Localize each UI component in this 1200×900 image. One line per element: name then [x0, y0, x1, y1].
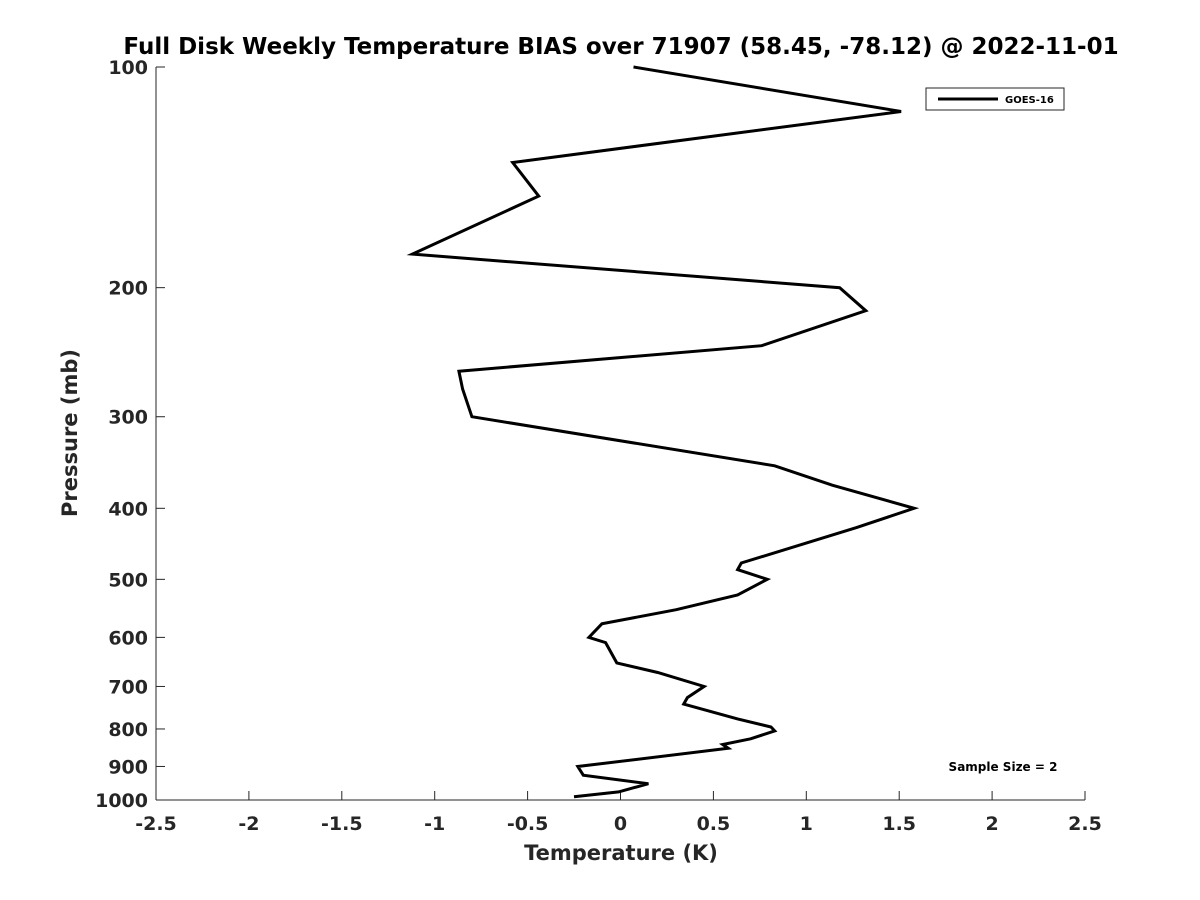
x-tick-label: 1.5 [882, 813, 916, 835]
x-tick-label: -2.5 [135, 813, 177, 835]
y-tick-label: 100 [108, 57, 148, 79]
legend-label-goes-16: GOES-16 [1005, 95, 1054, 106]
x-tick-label: 2 [985, 813, 998, 835]
x-tick-label: -2 [238, 813, 259, 835]
y-tick-label: 500 [108, 569, 148, 591]
y-tick-label: 400 [108, 498, 148, 520]
y-tick-label: 700 [108, 676, 148, 698]
axes: -2.5 -2 -1.5 -1 -0.5 0 0.5 1 1.5 2 2.5 100 200 300 400… [95, 57, 1102, 835]
x-tick-label: 0 [614, 813, 627, 835]
plot-area [156, 67, 1085, 800]
x-tick-label: 1 [800, 813, 813, 835]
chart-title: Full Disk Weekly Temperature BIAS over 7… [123, 34, 1118, 60]
x-tick-label: 0.5 [697, 813, 731, 835]
x-tick-label: -0.5 [507, 813, 549, 835]
series-line-goes-16 [406, 65, 920, 799]
y-tick-label: 800 [108, 719, 148, 741]
sample-size-annotation: Sample Size = 2 [949, 760, 1058, 774]
y-tick-label: 900 [108, 756, 148, 778]
legend: GOES-16 [925, 87, 1065, 111]
series-layer [406, 65, 920, 799]
y-tick-label: 1000 [95, 790, 148, 812]
y-axis-label: Pressure (mb) [58, 349, 82, 517]
x-tick-label: -1.5 [321, 813, 363, 835]
y-tick-label: 200 [108, 278, 148, 300]
x-axis-label: Temperature (K) [524, 841, 718, 865]
x-tick-label: -1 [424, 813, 445, 835]
y-tick-label: 300 [108, 407, 148, 429]
y-tick-label: 600 [108, 627, 148, 649]
x-tick-label: 2.5 [1068, 813, 1102, 835]
